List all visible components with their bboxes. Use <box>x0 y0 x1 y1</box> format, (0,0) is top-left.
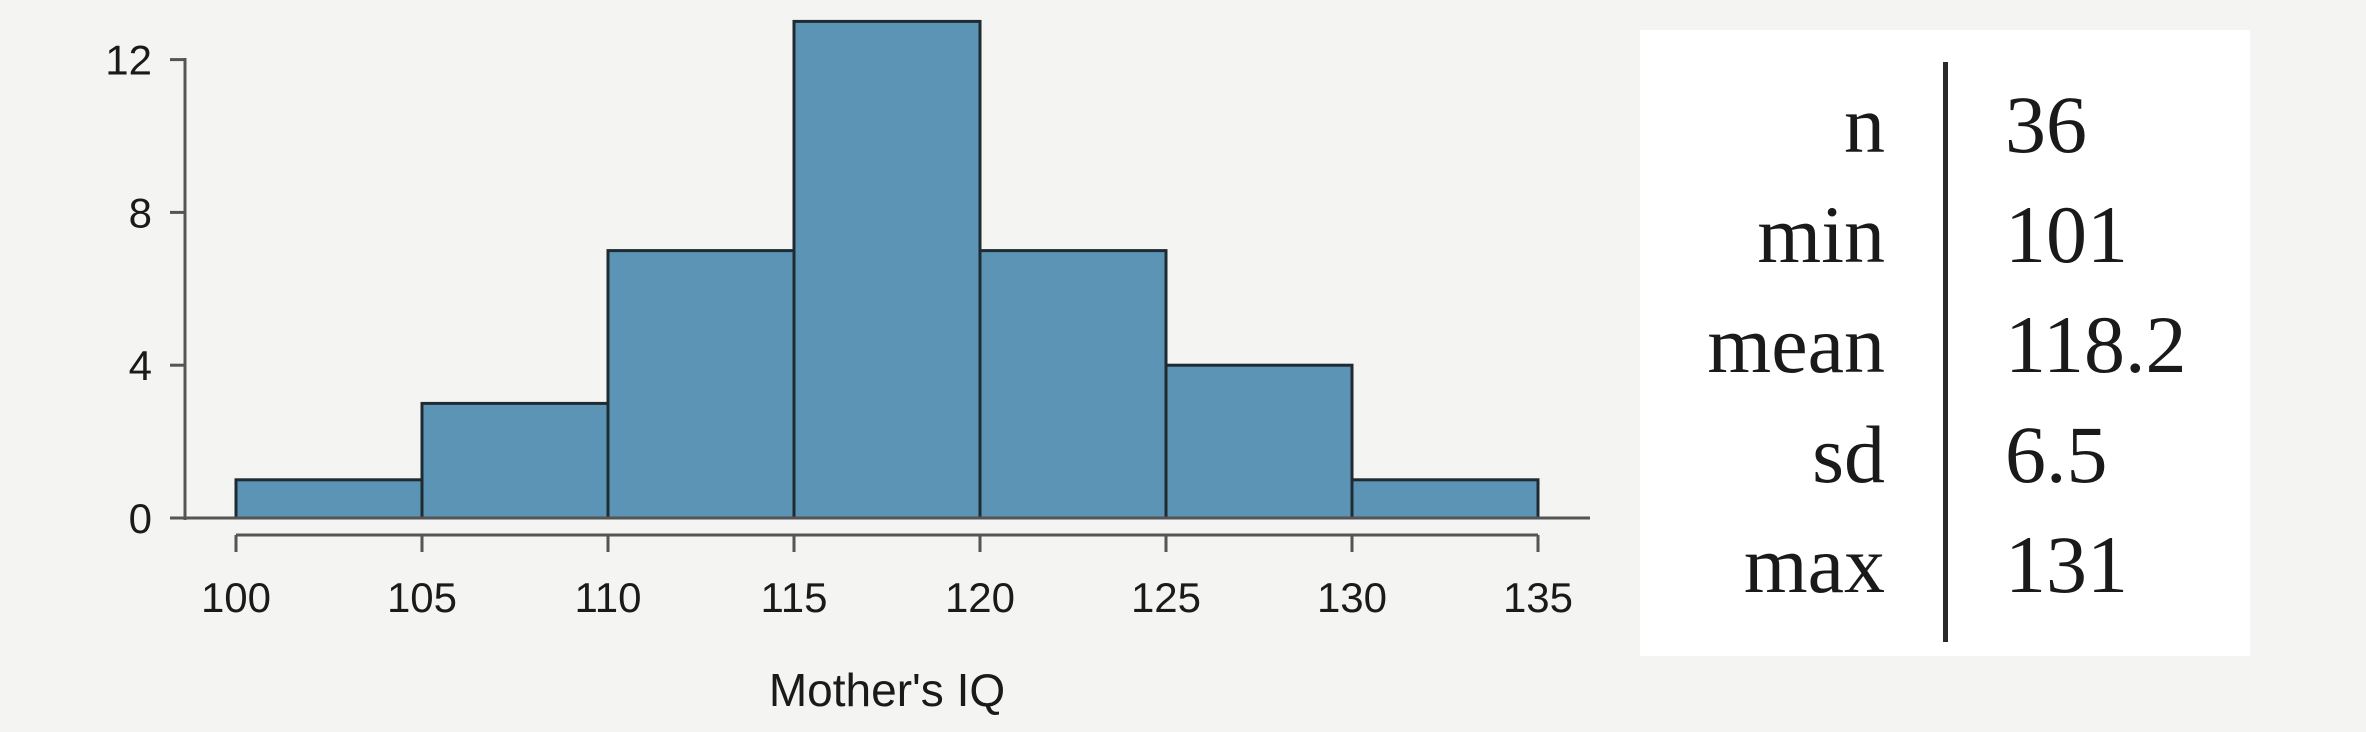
stat-name: sd <box>1812 409 1885 500</box>
histogram-bar-115-120 <box>792 19 982 520</box>
histogram-bar-125-130 <box>1164 363 1354 520</box>
y-tick-label: 8 <box>129 189 152 236</box>
histogram-bar-130-135 <box>1350 478 1540 520</box>
stat-value: 36 <box>2005 79 2087 170</box>
stat-row-sd: sd 6.5 <box>1640 400 2250 510</box>
histogram-chart: 0 4 8 12 100 105 110 115 120 125 130 135 Mother's … <box>105 19 1590 716</box>
stat-value: 118.2 <box>2005 299 2187 390</box>
stat-row-max: max 131 <box>1640 510 2250 620</box>
histogram-bar-120-125 <box>978 249 1168 520</box>
bars-group <box>234 19 1540 520</box>
y-tick-label: 0 <box>129 495 152 542</box>
x-tick-label: 105 <box>387 574 457 621</box>
histogram-bar-105-110 <box>420 401 610 520</box>
x-tick-label: 125 <box>1131 574 1201 621</box>
x-axis-ticks: 100 105 110 115 120 125 130 135 <box>201 535 1573 621</box>
stat-name: n <box>1844 79 1885 170</box>
stats-divider <box>1943 62 1948 642</box>
summary-stats-table: n 36 min 101 mean 118.2 sd 6.5 max 131 <box>1640 30 2250 656</box>
x-tick-label: 130 <box>1317 574 1387 621</box>
stat-name: mean <box>1707 299 1885 390</box>
x-tick-label: 110 <box>575 574 642 621</box>
stat-name: min <box>1757 189 1885 280</box>
y-tick-label: 12 <box>105 37 152 84</box>
histogram-bar-110-115 <box>606 249 796 520</box>
y-tick-label: 4 <box>129 342 152 389</box>
stat-row-mean: mean 118.2 <box>1640 290 2250 400</box>
histogram-bar-100-105 <box>234 478 424 520</box>
x-tick-label: 100 <box>201 574 271 621</box>
x-tick-label: 120 <box>945 574 1015 621</box>
stat-value: 6.5 <box>2005 409 2108 500</box>
stat-name: max <box>1743 519 1885 610</box>
stat-row-n: n 36 <box>1640 70 2250 180</box>
y-axis-ticks: 0 4 8 12 <box>105 37 185 542</box>
x-tick-label: 115 <box>761 574 828 621</box>
x-tick-label: 135 <box>1503 574 1573 621</box>
stat-row-min: min 101 <box>1640 180 2250 290</box>
stat-value: 131 <box>2005 519 2128 610</box>
x-axis-title: Mother's IQ <box>769 664 1005 716</box>
stat-value: 101 <box>2005 189 2128 280</box>
